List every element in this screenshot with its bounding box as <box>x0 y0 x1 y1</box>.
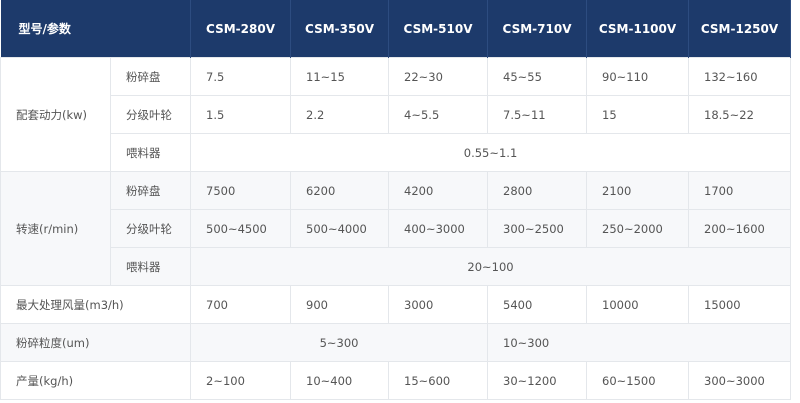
cell: 2800 <box>487 171 588 210</box>
header-cell: CSM-280V <box>190 0 292 58</box>
cell: 30~1200 <box>487 361 588 400</box>
row: 分级叶轮 500~4500 500~4000 400~3000 300~2500 250~… <box>1 209 792 248</box>
row: 喂料器 0.55~1.1 <box>1 133 792 172</box>
row: 转速(r/min) 粉碎盘 7500 6200 4200 2800 2100 1700 <box>0 171 792 286</box>
cell: 7.5 <box>190 57 292 96</box>
cell: 20~100 <box>190 247 792 286</box>
header-cell: CSM-710V <box>487 0 588 58</box>
sub-label: 粉碎盘 <box>109 171 192 210</box>
row: 配套动力(kw) 粉碎盘 7.5 11~15 22~30 45~55 90~110 132~1… <box>0 57 792 172</box>
sub-label: 粉碎盘 <box>109 57 192 96</box>
cell: 200~1600 <box>688 209 792 248</box>
cell: 45~55 <box>487 57 588 96</box>
cell: 10~400 <box>290 361 390 400</box>
cell: 3000 <box>388 285 489 324</box>
cell: 2.2 <box>290 95 390 134</box>
row: 最大处理风量(m3/h) 700 900 3000 5400 10000 15000 <box>0 285 792 324</box>
header-row: 型号/参数 CSM-280V CSM-350V CSM-510V CSM-710V CSM… <box>0 0 792 58</box>
row: 喂料器 20~100 <box>1 247 792 286</box>
cell: 5~300 <box>190 323 489 362</box>
sub-label: 分级叶轮 <box>109 95 192 134</box>
cell: 132~160 <box>688 57 792 96</box>
cell: 15000 <box>688 285 792 324</box>
cell: 1700 <box>688 171 792 210</box>
cell: 4~5.5 <box>388 95 489 134</box>
header-cell: CSM-1100V <box>586 0 690 58</box>
cell: 22~30 <box>388 57 489 96</box>
sub-label: 喂料器 <box>109 247 192 286</box>
cell: 250~2000 <box>586 209 690 248</box>
cell: 60~1500 <box>586 361 690 400</box>
row-label: 最大处理风量(m3/h) <box>0 285 192 324</box>
cell: 500~4000 <box>290 209 390 248</box>
cell: 300~3000 <box>688 361 792 400</box>
sub-label: 分级叶轮 <box>109 209 192 248</box>
row: 产量(kg/h) 2~100 10~400 15~600 30~1200 60~1500 3… <box>0 361 792 400</box>
cell: 400~3000 <box>388 209 489 248</box>
cell: 90~110 <box>586 57 690 96</box>
cell: 1.5 <box>190 95 292 134</box>
cell: 5400 <box>487 285 588 324</box>
row-label: 产量(kg/h) <box>0 361 192 400</box>
cell: 700 <box>190 285 292 324</box>
sub-label: 喂料器 <box>109 133 192 172</box>
cell: 4200 <box>388 171 489 210</box>
row: 分级叶轮 1.5 2.2 4~5.5 7.5~11 15 18.5~22 <box>1 95 792 134</box>
cell: 900 <box>290 285 390 324</box>
cell: 7.5~11 <box>487 95 588 134</box>
cell: 15 <box>586 95 690 134</box>
cell: 15~600 <box>388 361 489 400</box>
group-label: 转速(r/min) <box>0 171 111 286</box>
group-label: 配套动力(kw) <box>0 57 111 172</box>
row-label: 粉碎粒度(um) <box>0 323 192 362</box>
cell: 0.55~1.1 <box>190 133 792 172</box>
cell: 7500 <box>190 171 292 210</box>
cell: 2100 <box>586 171 690 210</box>
cell: 18.5~22 <box>688 95 792 134</box>
cell: 11~15 <box>290 57 390 96</box>
header-cell: CSM-1250V <box>688 0 792 58</box>
header-cell: 型号/参数 <box>0 0 192 58</box>
cell: 2~100 <box>190 361 292 400</box>
cell: 300~2500 <box>487 209 588 248</box>
cell: 10~300 <box>487 323 792 362</box>
header-cell: CSM-350V <box>290 0 390 58</box>
cell: 500~4500 <box>190 209 292 248</box>
header-cell: CSM-510V <box>388 0 489 58</box>
cell: 10000 <box>586 285 690 324</box>
row: 粉碎粒度(um) 5~300 10~300 <box>0 323 792 362</box>
cell: 6200 <box>290 171 390 210</box>
